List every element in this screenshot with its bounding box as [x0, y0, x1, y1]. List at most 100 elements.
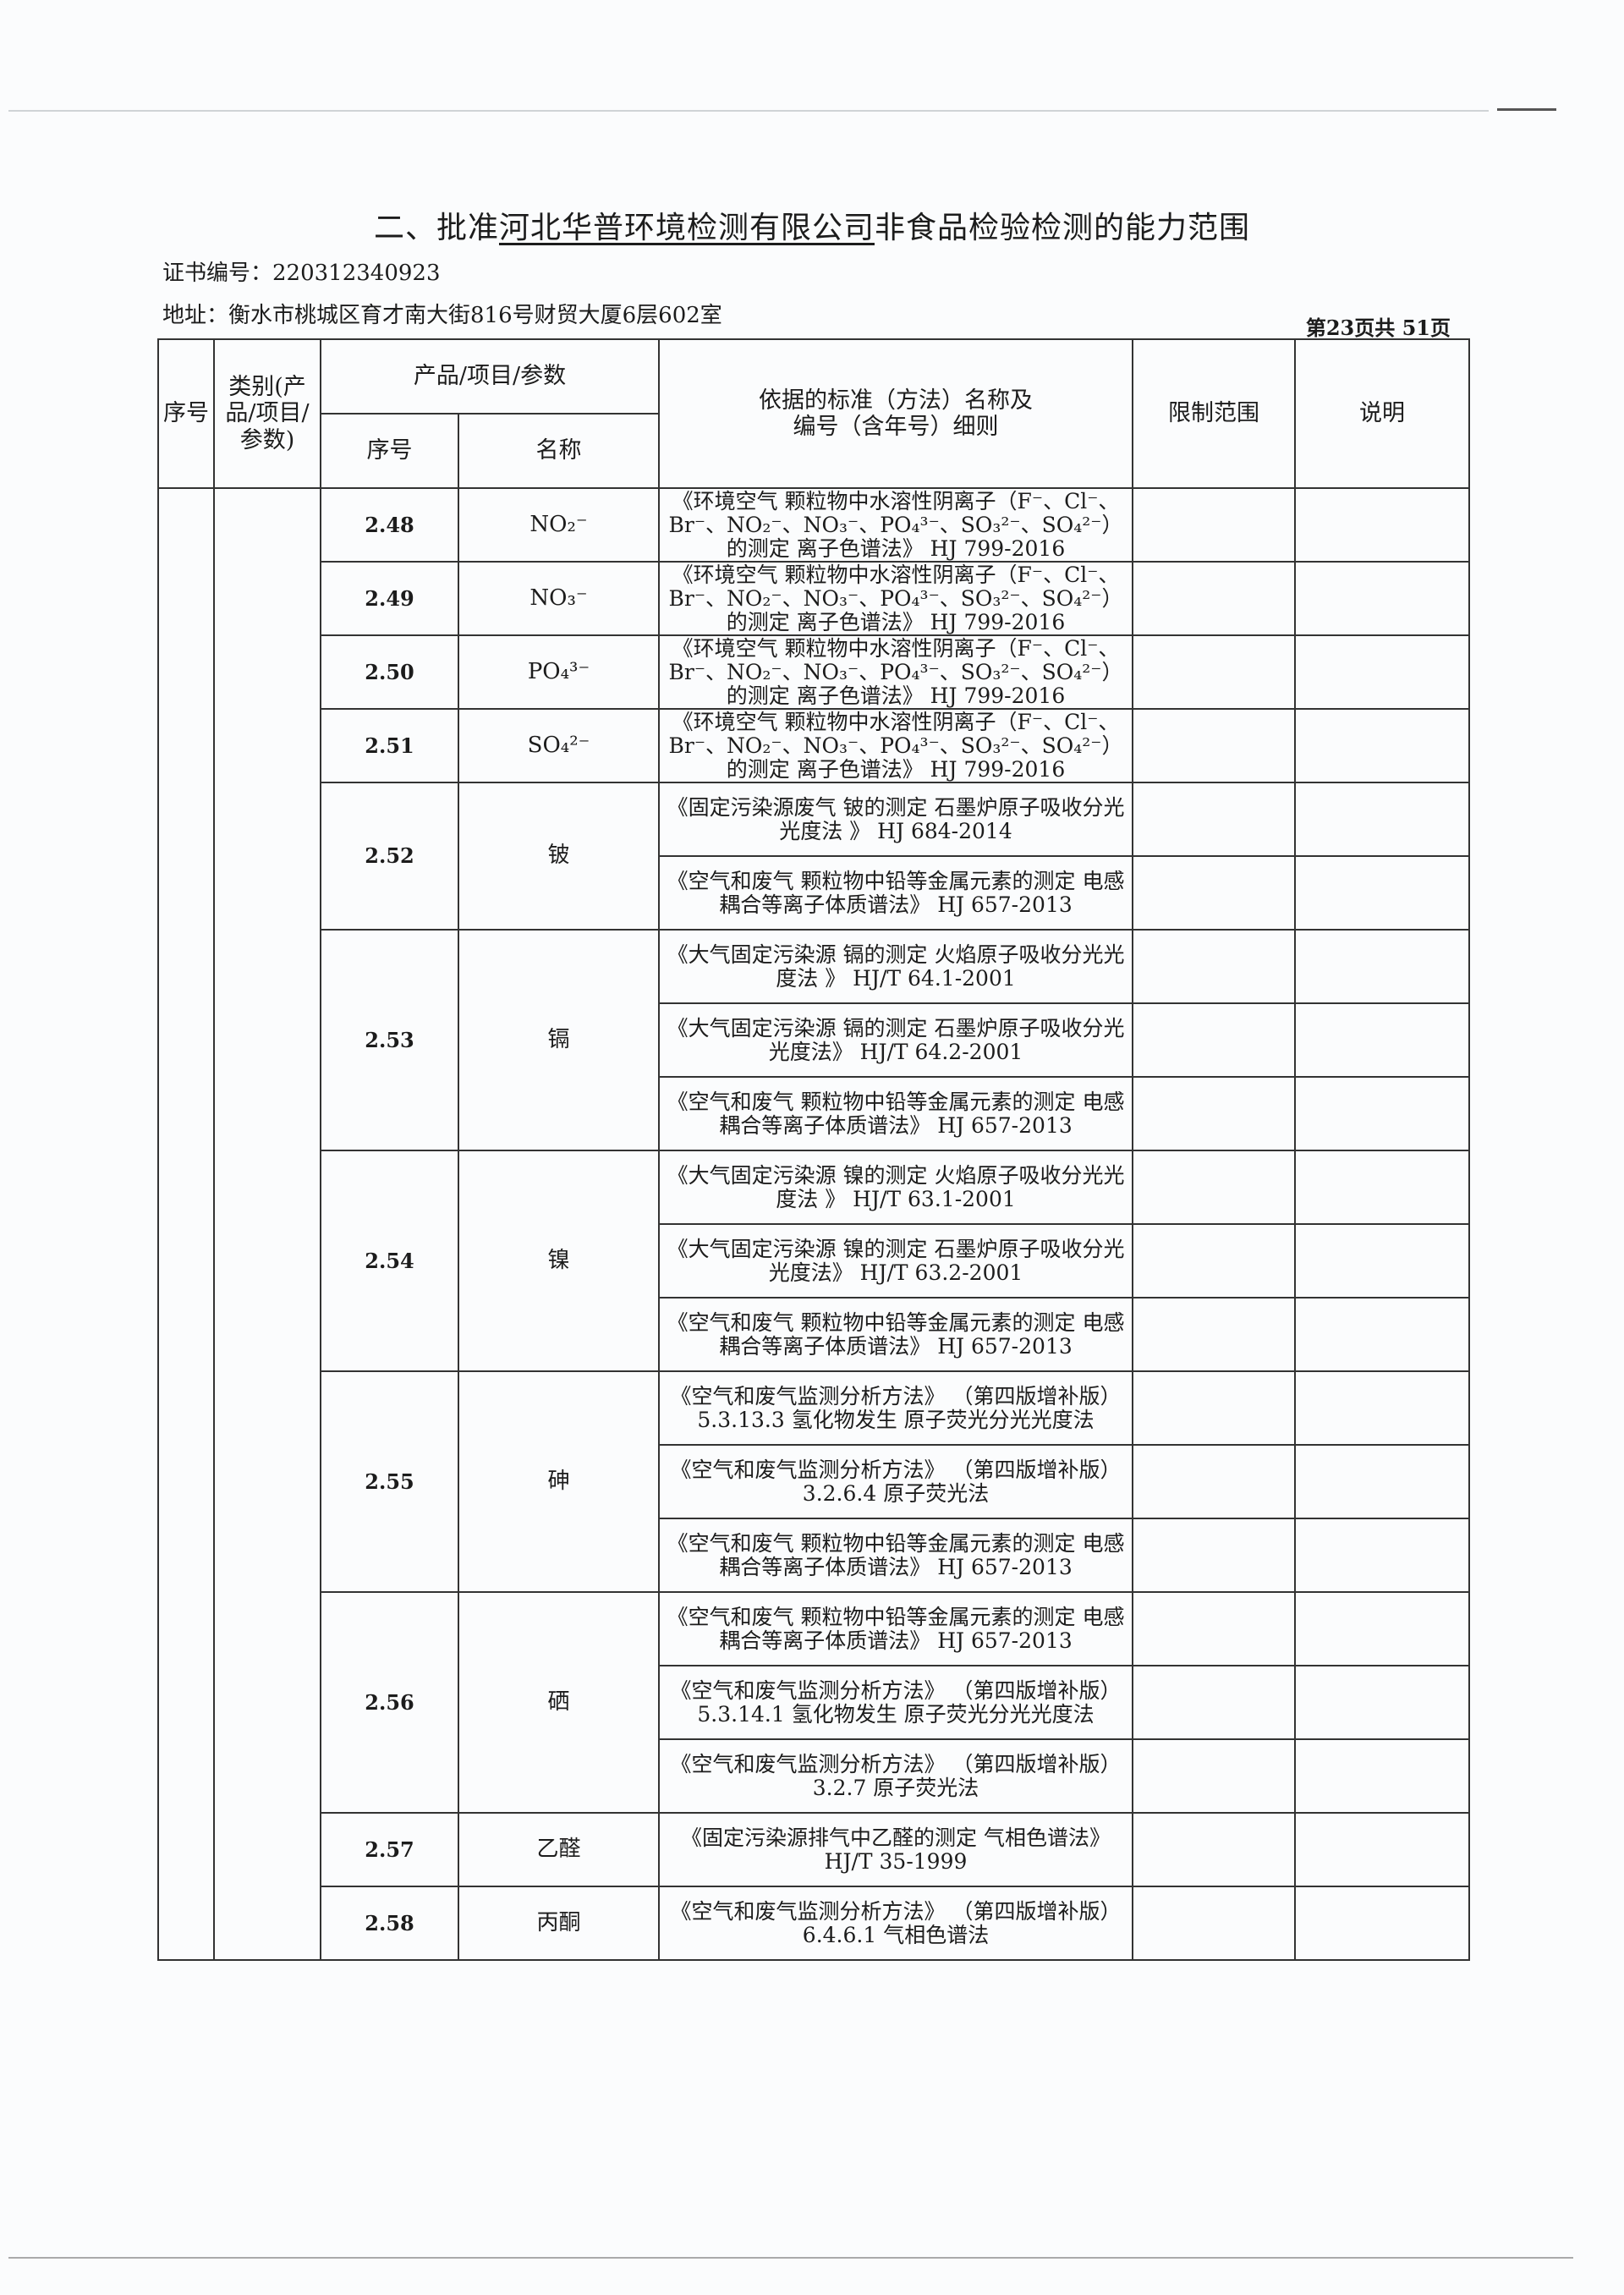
table-row: 2.55 砷《空气和废气监测分析方法》 （第四版增补版） 5.3.13.3 氢化物… [158, 1370, 1471, 1593]
standard-method: 《空气和废气监测分析方法》 （第四版增补版） 5.3.13.3 氢化物发生 原子… [658, 1370, 1134, 1446]
scan-mark [1497, 108, 1556, 111]
note-cell [1294, 1886, 1471, 1961]
table-row: 《空气和废气 颗粒物中铅等金属元素的测定 电感耦合等离子体质谱法》 HJ 657… [158, 1297, 1471, 1372]
note-cell [1294, 1738, 1471, 1814]
limit-cell [1132, 1812, 1297, 1887]
limit-cell [1132, 634, 1297, 710]
note-cell [1294, 487, 1471, 563]
item-name: 镉 [457, 929, 661, 1151]
standard-method: 《环境空气 颗粒物中水溶性阴离子（F⁻、Cl⁻、Br⁻、NO₂⁻、NO₃⁻、PO… [658, 561, 1134, 636]
title-suffix: 非食品检验检测的能力范围 [875, 211, 1251, 245]
note-cell [1294, 1297, 1471, 1372]
note-cell [1294, 1591, 1471, 1666]
note-cell [1294, 1002, 1471, 1078]
page-title: 二、批准河北华普环境检测有限公司非食品检验检测的能力范围 [0, 203, 1624, 247]
note-cell [1294, 1223, 1471, 1298]
limit-cell [1132, 1444, 1297, 1519]
table-row: 2.48 NO₂⁻ 《环境空气 颗粒物中水溶性阴离子（F⁻、Cl⁻、Br⁻、NO₂⁻… [157, 487, 1471, 1961]
note-cell [1294, 561, 1471, 636]
note-cell [1294, 1370, 1471, 1446]
table-row: 2.58 丙酮 《空气和废气监测分析方法》 （第四版增补版） 6.4.6.1 气相色… [158, 1886, 1471, 1961]
limit-cell [1132, 487, 1297, 563]
item-number: 2.48 [320, 487, 459, 563]
title-prefix: 二、批准 [373, 211, 499, 245]
standard-method: 《空气和废气监测分析方法》 （第四版增补版） 5.3.14.1 氢化物发生 原子… [658, 1665, 1134, 1740]
item-name: 乙醛 [457, 1812, 661, 1887]
item-name: 镍 [457, 1150, 661, 1372]
note-cell [1294, 1150, 1471, 1225]
scan-border-bottom [8, 2257, 1573, 2259]
note-cell [1294, 634, 1471, 710]
header-product-group: 产品/项目/参数 [319, 338, 661, 415]
note-cell [1294, 782, 1471, 857]
item-name: PO₄³⁻ [457, 634, 661, 710]
item-name: NO₃⁻ [457, 561, 661, 636]
table-row: 2.52 铍《固定污染源废气 铍的测定 石墨炉原子吸收分光光度法 》 HJ 684… [158, 782, 1471, 931]
seq-cell [157, 487, 215, 1961]
standard-method: 《大气固定污染源 镉的测定 火焰原子吸收分光光度法 》 HJ/T 64.1-20… [658, 929, 1134, 1004]
limit-cell [1132, 855, 1297, 931]
standard-method: 《空气和废气监测分析方法》 （第四版增补版） 6.4.6.1 气相色谱法 [658, 1886, 1134, 1961]
standard-method: 《空气和废气 颗粒物中铅等金属元素的测定 电感耦合等离子体质谱法》 HJ 657… [658, 855, 1134, 931]
standard-method: 《空气和废气 颗粒物中铅等金属元素的测定 电感耦合等离子体质谱法》 HJ 657… [658, 1591, 1134, 1666]
company-name: 河北华普环境检测有限公司 [498, 211, 875, 245]
standard-method: 《大气固定污染源 镍的测定 火焰原子吸收分光光度法 》 HJ/T 63.1-20… [658, 1150, 1134, 1225]
table-row: 《空气和废气 颗粒物中铅等金属元素的测定 电感耦合等离子体质谱法》 HJ 657… [158, 1076, 1471, 1151]
standard-method: 《空气和废气监测分析方法》 （第四版增补版） 3.2.7 原子荧光法 [658, 1738, 1134, 1814]
header-sub-seq: 序号 [320, 413, 459, 489]
category-cell [213, 487, 321, 1961]
item-number: 2.51 [320, 708, 459, 783]
limit-cell [1132, 1886, 1297, 1961]
note-cell [1294, 1518, 1471, 1593]
note-cell [1294, 855, 1471, 931]
header-seq: 序号 [157, 338, 215, 489]
standard-method: 《大气固定污染源 镉的测定 石墨炉原子吸收分光光度法》 HJ/T 64.2-20… [658, 1002, 1134, 1078]
standard-method: 《空气和废气 颗粒物中铅等金属元素的测定 电感耦合等离子体质谱法》 HJ 657… [658, 1297, 1134, 1372]
note-cell [1294, 1812, 1471, 1887]
item-number: 2.57 [320, 1812, 459, 1887]
limit-cell [1132, 1002, 1297, 1078]
limit-cell [1132, 1076, 1297, 1151]
note-cell [1294, 929, 1471, 1004]
item-name: NO₂⁻ [457, 487, 661, 563]
limit-cell [1132, 1150, 1297, 1225]
limit-cell [1132, 708, 1297, 783]
standard-method: 《固定污染源排气中乙醛的测定 气相色谱法》 HJ/T 35-1999 [658, 1812, 1134, 1887]
capability-table: 序号 类别(产品/项目/参数) 产品/项目/参数 依据的标准（方法）名称及编号（… [157, 338, 1471, 1961]
item-number: 2.49 [320, 561, 459, 636]
item-number: 2.54 [320, 1150, 459, 1372]
note-cell [1294, 708, 1471, 783]
standard-method: 《环境空气 颗粒物中水溶性阴离子（F⁻、Cl⁻、Br⁻、NO₂⁻、NO₃⁻、PO… [658, 487, 1134, 563]
table-row: 2.51 SO₄²⁻ 《环境空气 颗粒物中水溶性阴离子（F⁻、Cl⁻、Br⁻、NO₂… [158, 708, 1471, 783]
limit-cell [1132, 1223, 1297, 1298]
item-name: 铍 [457, 782, 661, 931]
item-name: 砷 [457, 1370, 661, 1593]
header-name: 名称 [457, 413, 661, 489]
address: 地址：衡水市桃城区育才南大街816号财贸大厦6层602室 [162, 303, 722, 328]
table-row: 《空气和废气监测分析方法》 （第四版增补版） 3.2.6.4 原子荧光法 [158, 1444, 1471, 1519]
header-note: 说明 [1294, 338, 1471, 489]
table-row: 2.56 硒《空气和废气 颗粒物中铅等金属元素的测定 电感耦合等离子体质谱法》 H… [158, 1591, 1471, 1814]
item-number: 2.53 [320, 929, 459, 1151]
limit-cell [1132, 1738, 1297, 1814]
certificate-number: 证书编号：220312340923 [162, 261, 441, 286]
item-number: 2.50 [320, 634, 459, 710]
table-row: 《空气和废气 颗粒物中铅等金属元素的测定 电感耦合等离子体质谱法》 HJ 657… [158, 855, 1471, 931]
table-row: 《大气固定污染源 镉的测定 石墨炉原子吸收分光光度法》 HJ/T 64.2-20… [158, 1002, 1471, 1078]
standard-method: 《环境空气 颗粒物中水溶性阴离子（F⁻、Cl⁻、Br⁻、NO₂⁻、NO₃⁻、PO… [658, 634, 1134, 710]
table-row: 《空气和废气监测分析方法》 （第四版增补版） 5.3.14.1 氢化物发生 原子… [158, 1665, 1471, 1740]
standard-method: 《环境空气 颗粒物中水溶性阴离子（F⁻、Cl⁻、Br⁻、NO₂⁻、NO₃⁻、PO… [658, 708, 1134, 783]
limit-cell [1132, 1591, 1297, 1666]
limit-cell [1132, 929, 1297, 1004]
item-name: 硒 [457, 1591, 661, 1814]
note-cell [1294, 1444, 1471, 1519]
limit-cell [1132, 782, 1297, 857]
table-row: 2.53 镉《大气固定污染源 镉的测定 火焰原子吸收分光光度法 》 HJ/T 64… [158, 929, 1471, 1151]
scan-border-top [8, 110, 1489, 112]
table-row: 《空气和废气 颗粒物中铅等金属元素的测定 电感耦合等离子体质谱法》 HJ 657… [158, 1518, 1471, 1593]
note-cell [1294, 1076, 1471, 1151]
item-number: 2.58 [320, 1886, 459, 1961]
table-row: 《大气固定污染源 镍的测定 石墨炉原子吸收分光光度法》 HJ/T 63.2-20… [158, 1223, 1471, 1298]
item-name: SO₄²⁻ [457, 708, 661, 783]
item-number: 2.56 [320, 1591, 459, 1814]
